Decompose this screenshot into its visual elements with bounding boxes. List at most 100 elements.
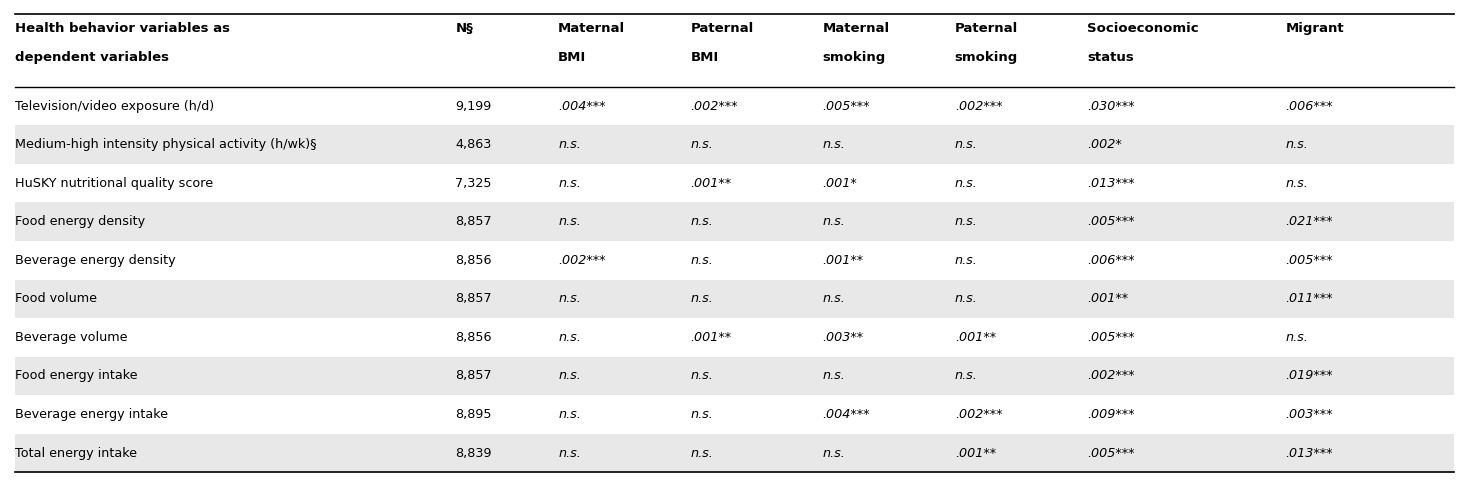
- Text: 8,857: 8,857: [455, 215, 492, 228]
- Text: Maternal: Maternal: [823, 23, 890, 35]
- Text: Beverage volume: Beverage volume: [15, 331, 128, 344]
- Text: .003**: .003**: [823, 331, 864, 344]
- Text: n.s.: n.s.: [558, 293, 580, 305]
- Text: .005***: .005***: [1087, 331, 1134, 344]
- Text: .001**: .001**: [823, 254, 864, 267]
- Text: .013***: .013***: [1087, 177, 1134, 189]
- Text: n.s.: n.s.: [955, 177, 977, 189]
- Text: n.s.: n.s.: [690, 138, 712, 151]
- Bar: [15, 280, 1454, 318]
- Text: .030***: .030***: [1087, 100, 1134, 112]
- Text: n.s.: n.s.: [955, 370, 977, 382]
- Text: Food energy intake: Food energy intake: [15, 370, 137, 382]
- Bar: [15, 164, 1454, 202]
- Text: status: status: [1087, 52, 1134, 64]
- Text: 4,863: 4,863: [455, 138, 492, 151]
- Text: smoking: smoking: [823, 52, 886, 64]
- Text: .001*: .001*: [823, 177, 858, 189]
- Bar: [15, 357, 1454, 395]
- Bar: [15, 318, 1454, 357]
- Text: Beverage energy intake: Beverage energy intake: [15, 408, 167, 421]
- Text: .019***: .019***: [1285, 370, 1332, 382]
- Text: .005***: .005***: [1285, 254, 1332, 267]
- Text: .001**: .001**: [690, 177, 732, 189]
- Text: 9,199: 9,199: [455, 100, 492, 112]
- Text: .001**: .001**: [1087, 293, 1128, 305]
- Text: Total energy intake: Total energy intake: [15, 447, 137, 459]
- Text: n.s.: n.s.: [558, 331, 580, 344]
- Text: n.s.: n.s.: [1285, 331, 1307, 344]
- Text: n.s.: n.s.: [558, 215, 580, 228]
- Text: n.s.: n.s.: [1285, 177, 1307, 189]
- Text: n.s.: n.s.: [558, 370, 580, 382]
- Text: Medium-high intensity physical activity (h/wk)§: Medium-high intensity physical activity …: [15, 138, 316, 151]
- Text: n.s.: n.s.: [690, 447, 712, 459]
- Text: .009***: .009***: [1087, 408, 1134, 421]
- Text: BMI: BMI: [558, 52, 586, 64]
- Text: .005***: .005***: [1087, 447, 1134, 459]
- Bar: [15, 241, 1454, 280]
- Text: Health behavior variables as: Health behavior variables as: [15, 23, 229, 35]
- Text: n.s.: n.s.: [558, 138, 580, 151]
- Text: .011***: .011***: [1285, 293, 1332, 305]
- Text: .002***: .002***: [558, 254, 605, 267]
- Text: .001**: .001**: [955, 331, 996, 344]
- Text: .006***: .006***: [1087, 254, 1134, 267]
- Text: n.s.: n.s.: [823, 447, 845, 459]
- Text: .002***: .002***: [1087, 370, 1134, 382]
- Text: 8,839: 8,839: [455, 447, 492, 459]
- Text: n.s.: n.s.: [1285, 138, 1307, 151]
- Text: 8,857: 8,857: [455, 370, 492, 382]
- Bar: [15, 125, 1454, 164]
- Text: n.s.: n.s.: [558, 177, 580, 189]
- Text: n.s.: n.s.: [955, 254, 977, 267]
- Text: .002***: .002***: [690, 100, 737, 112]
- Text: .003***: .003***: [1285, 408, 1332, 421]
- Text: BMI: BMI: [690, 52, 718, 64]
- Text: .001**: .001**: [690, 331, 732, 344]
- Text: .021***: .021***: [1285, 215, 1332, 228]
- Text: .002***: .002***: [955, 100, 1002, 112]
- Bar: [15, 87, 1454, 125]
- Bar: [15, 202, 1454, 241]
- Text: .006***: .006***: [1285, 100, 1332, 112]
- Text: .004***: .004***: [558, 100, 605, 112]
- Text: HuSKY nutritional quality score: HuSKY nutritional quality score: [15, 177, 213, 189]
- Text: n.s.: n.s.: [823, 215, 845, 228]
- Text: smoking: smoking: [955, 52, 1018, 64]
- Text: Paternal: Paternal: [955, 23, 1018, 35]
- Text: 8,856: 8,856: [455, 331, 492, 344]
- Text: dependent variables: dependent variables: [15, 52, 169, 64]
- Text: Beverage energy density: Beverage energy density: [15, 254, 175, 267]
- Text: .013***: .013***: [1285, 447, 1332, 459]
- Text: n.s.: n.s.: [823, 138, 845, 151]
- Text: .001**: .001**: [955, 447, 996, 459]
- Text: Socioeconomic: Socioeconomic: [1087, 23, 1199, 35]
- Text: Paternal: Paternal: [690, 23, 754, 35]
- Text: .002***: .002***: [955, 408, 1002, 421]
- Text: n.s.: n.s.: [558, 447, 580, 459]
- Text: n.s.: n.s.: [955, 215, 977, 228]
- Text: Maternal: Maternal: [558, 23, 626, 35]
- Text: n.s.: n.s.: [558, 408, 580, 421]
- Text: n.s.: n.s.: [690, 293, 712, 305]
- Text: n.s.: n.s.: [955, 293, 977, 305]
- Text: n.s.: n.s.: [690, 215, 712, 228]
- Text: Food volume: Food volume: [15, 293, 97, 305]
- Bar: [15, 434, 1454, 472]
- Text: n.s.: n.s.: [955, 138, 977, 151]
- Text: Television/video exposure (h/d): Television/video exposure (h/d): [15, 100, 214, 112]
- Bar: [15, 395, 1454, 434]
- Text: Food energy density: Food energy density: [15, 215, 145, 228]
- Text: Migrant: Migrant: [1285, 23, 1344, 35]
- Text: .004***: .004***: [823, 408, 870, 421]
- Text: n.s.: n.s.: [823, 370, 845, 382]
- Text: 8,857: 8,857: [455, 293, 492, 305]
- Text: n.s.: n.s.: [690, 408, 712, 421]
- Text: n.s.: n.s.: [690, 370, 712, 382]
- Text: N§: N§: [455, 23, 473, 35]
- Text: n.s.: n.s.: [823, 293, 845, 305]
- Text: .005***: .005***: [823, 100, 870, 112]
- Text: n.s.: n.s.: [690, 254, 712, 267]
- Text: 8,895: 8,895: [455, 408, 492, 421]
